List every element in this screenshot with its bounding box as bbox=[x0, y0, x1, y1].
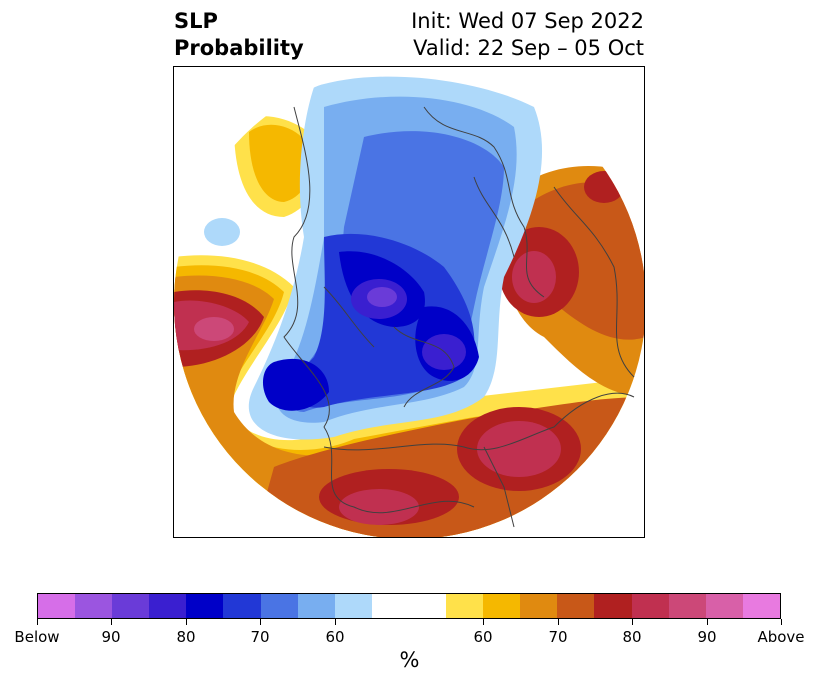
map-title-left: SLP Probability bbox=[174, 8, 304, 62]
shaded-probability-field bbox=[174, 67, 644, 537]
colorbar-tick bbox=[483, 619, 484, 625]
title-probability: Probability bbox=[174, 36, 304, 60]
valid-range: Valid: 22 Sep – 05 Oct bbox=[413, 36, 644, 60]
map-title-right: Init: Wed 07 Sep 2022 Valid: 22 Sep – 05… bbox=[330, 8, 644, 62]
probability-map bbox=[173, 66, 645, 538]
colorbar-tick bbox=[781, 619, 782, 625]
colorbar-tick-label: 60 bbox=[473, 628, 493, 646]
colorbar-segment bbox=[112, 594, 150, 618]
colorbar-segment bbox=[186, 594, 224, 618]
colorbar-tick-label: 80 bbox=[622, 628, 642, 646]
colorbar-units-label: % bbox=[399, 648, 420, 672]
colorbar-segment bbox=[149, 594, 187, 618]
probability-colorbar bbox=[37, 593, 781, 619]
title-slp: SLP bbox=[174, 9, 218, 33]
colorbar-tick-label: 80 bbox=[176, 628, 196, 646]
colorbar-tick bbox=[260, 619, 261, 625]
colorbar-tick bbox=[558, 619, 559, 625]
colorbar-tick bbox=[707, 619, 708, 625]
colorbar-segment bbox=[38, 594, 76, 618]
colorbar-segment bbox=[705, 594, 743, 618]
colorbar-tick-label: Below bbox=[14, 628, 60, 646]
colorbar-tick-label: 90 bbox=[697, 628, 717, 646]
colorbar-tick bbox=[186, 619, 187, 625]
colorbar-tick-label: 90 bbox=[101, 628, 121, 646]
colorbar-tick-label: 70 bbox=[250, 628, 270, 646]
colorbar-segment bbox=[75, 594, 113, 618]
colorbar-tick bbox=[632, 619, 633, 625]
colorbar-segment bbox=[594, 594, 632, 618]
coastlines bbox=[283, 106, 635, 528]
colorbar-segment bbox=[557, 594, 595, 618]
colorbar-segment bbox=[446, 594, 484, 618]
colorbar-tick bbox=[335, 619, 336, 625]
colorbar-segment bbox=[297, 594, 335, 618]
colorbar-tick bbox=[37, 619, 38, 625]
colorbar-segment bbox=[371, 594, 409, 618]
colorbar-segment bbox=[483, 594, 521, 618]
polar-stereographic-map bbox=[174, 67, 644, 537]
colorbar-tick-label: 70 bbox=[548, 628, 568, 646]
init-date: Init: Wed 07 Sep 2022 bbox=[411, 9, 644, 33]
colorbar-segment bbox=[631, 594, 669, 618]
colorbar-tick-label: Above bbox=[757, 628, 805, 646]
colorbar-segment bbox=[223, 594, 261, 618]
colorbar-tick-label: 60 bbox=[325, 628, 345, 646]
colorbar-segment bbox=[668, 594, 706, 618]
colorbar-segment bbox=[742, 594, 780, 618]
colorbar-segment bbox=[408, 594, 447, 618]
colorbar-tick bbox=[111, 619, 112, 625]
colorbar-segment bbox=[260, 594, 298, 618]
colorbar-segment bbox=[520, 594, 558, 618]
colorbar-segment bbox=[334, 594, 372, 618]
